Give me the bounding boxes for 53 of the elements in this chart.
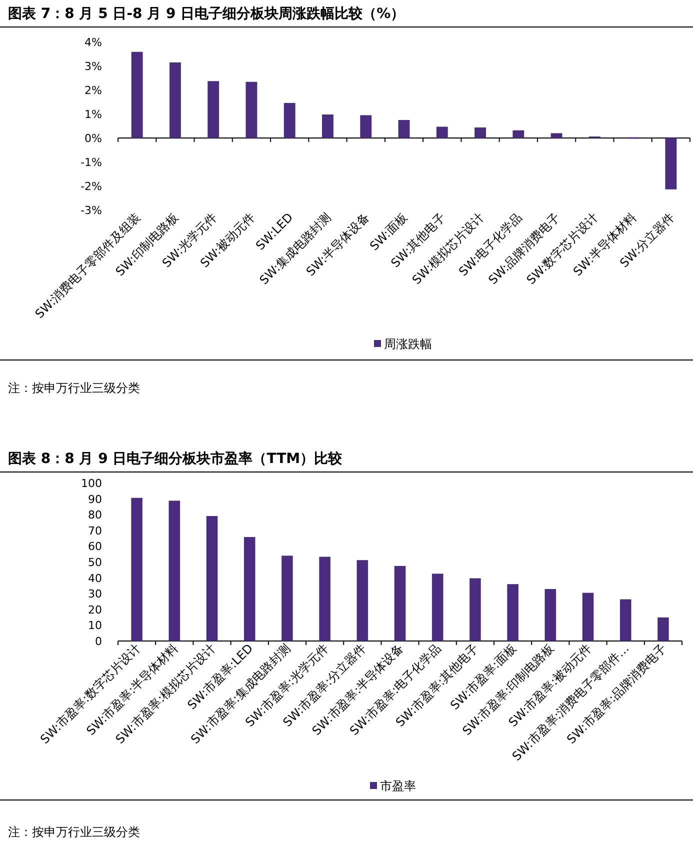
bar [550, 133, 562, 138]
y-tick-label: 40 [88, 572, 102, 585]
y-tick-label: 10 [88, 619, 102, 632]
bar [282, 556, 293, 641]
y-tick-label: 0 [95, 635, 102, 648]
bar [474, 127, 486, 138]
bar [432, 574, 444, 641]
y-tick-label: 100 [81, 477, 102, 490]
bar [394, 566, 406, 641]
bar [470, 578, 481, 641]
bar [544, 589, 556, 641]
bar [356, 560, 368, 641]
bar [436, 126, 448, 138]
y-tick-label: 60 [88, 540, 102, 554]
legend-label: 周涨跌幅 [384, 337, 432, 351]
chart-title: 图表 8：8 月 9 日电子细分板块市盈率（TTM）比较 [8, 450, 344, 467]
text: 注：按申万行业三级分类 [8, 381, 140, 395]
bar [244, 537, 256, 641]
y-tick-label: 0% [84, 132, 102, 145]
y-tick-label: 50 [88, 556, 102, 569]
bar [169, 62, 181, 138]
y-tick-label: -2% [80, 180, 102, 193]
y-tick-label: 20 [88, 603, 102, 616]
bar [582, 592, 594, 641]
y-tick-label: 70 [88, 524, 102, 538]
y-tick-label: 2% [84, 84, 102, 97]
y-tick-label: 90 [88, 492, 102, 506]
bar [512, 130, 524, 138]
y-tick-label: 80 [88, 508, 102, 522]
y-tick-label: 30 [88, 588, 102, 601]
y-tick-label: 4% [84, 36, 102, 49]
bar [665, 138, 677, 190]
bar [360, 115, 372, 138]
bar [246, 82, 258, 138]
bar [206, 516, 218, 641]
text: 注：按申万行业三级分类 [8, 825, 140, 839]
legend-label: 市盈率 [380, 779, 416, 793]
y-tick-label: 1% [84, 108, 102, 121]
bar [319, 556, 330, 641]
bar [620, 599, 632, 641]
bar [398, 120, 410, 138]
bar [322, 114, 334, 138]
bar [131, 52, 143, 138]
bar [168, 500, 180, 641]
y-tick-label: -3% [80, 204, 102, 217]
chart-title: 图表 7：8 月 5 日-8 月 9 日电子细分板块周涨跌幅比较（%） [8, 6, 405, 22]
y-tick-label: 3% [84, 60, 102, 73]
bar [284, 102, 296, 138]
bar [507, 584, 518, 641]
bar [208, 81, 220, 138]
bar [131, 498, 142, 641]
bar [658, 617, 669, 641]
y-tick-label: -1% [80, 156, 102, 169]
